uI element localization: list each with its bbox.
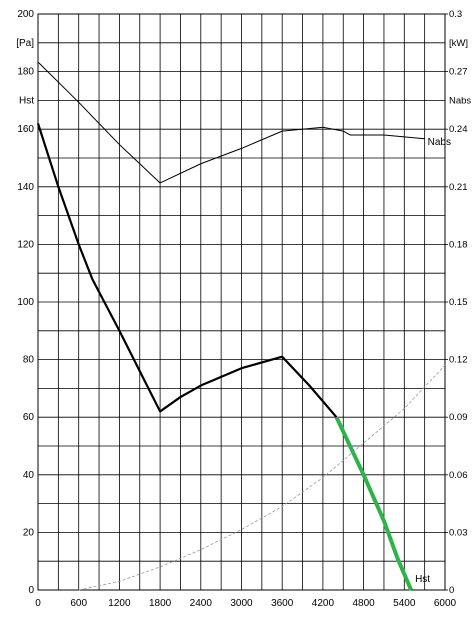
x-tick-label: 600 — [70, 598, 87, 609]
x-tick-label: 3000 — [230, 598, 253, 609]
y2-tick-label: 0 — [449, 585, 454, 596]
series-line — [37, 61, 425, 184]
y2-tick-label: 0.18 — [449, 239, 468, 250]
x-tick-label: 1800 — [149, 598, 172, 609]
y2-tick-label: 0.09 — [449, 412, 468, 423]
plot-frame — [37, 13, 446, 591]
series-line — [78, 365, 446, 591]
curve-label: Hst — [415, 574, 430, 585]
series-line — [334, 416, 413, 591]
x-tick-label: 1200 — [108, 598, 131, 609]
y2-tick-label: 0.03 — [449, 527, 468, 538]
y-tick-label: 60 — [23, 412, 35, 423]
y2-label: Nabs — [449, 95, 471, 106]
curve-label: Nabs — [428, 137, 451, 148]
y-tick-label: 200 — [17, 9, 34, 20]
x-tick-label: 0 — [35, 598, 41, 609]
y-tick-label: 40 — [23, 470, 35, 481]
y-tick-label: 20 — [23, 527, 35, 538]
y2-tick-label: 0.15 — [449, 297, 468, 308]
y-tick-label: 180 — [17, 67, 34, 78]
x-tick-label: 2400 — [190, 598, 213, 609]
y-unit: [Pa] — [16, 38, 34, 49]
y-tick-label: 100 — [17, 297, 34, 308]
series-line — [36, 123, 338, 418]
y-tick-label: 80 — [23, 355, 35, 366]
x-tick-label: 6000 — [434, 598, 457, 609]
y-tick-label: 120 — [17, 239, 34, 250]
x-tick-label: 4800 — [352, 598, 375, 609]
y-tick-label: 0 — [28, 585, 34, 596]
y2-tick-label: 0.21 — [449, 182, 468, 193]
y2-tick-label: 0.12 — [449, 355, 468, 366]
x-tick-label: 3600 — [271, 598, 294, 609]
y-label: Hst — [19, 95, 34, 106]
x-tick-label: 5400 — [393, 598, 416, 609]
y2-tick-label: 0.3 — [449, 9, 462, 20]
y-tick-label: 140 — [17, 182, 34, 193]
y2-tick-label: 0.24 — [449, 124, 468, 135]
y2-unit: [kW] — [449, 38, 468, 49]
y2-tick-label: 0.06 — [449, 470, 468, 481]
x-tick-label: 4200 — [312, 598, 335, 609]
y2-tick-label: 0.27 — [449, 67, 468, 78]
y-tick-label: 160 — [17, 124, 34, 135]
